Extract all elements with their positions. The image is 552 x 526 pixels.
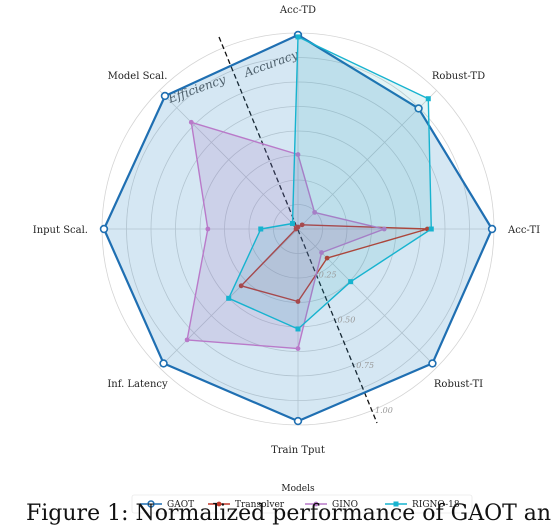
- grid-spoke: [159, 90, 299, 230]
- grid-spoke: [297, 90, 437, 230]
- data-point: [324, 255, 330, 261]
- legend-item: GAOT: [140, 500, 194, 510]
- data-point: [295, 34, 301, 40]
- series-rigno-18: [226, 34, 434, 332]
- axis-label: Train Tput: [271, 445, 325, 456]
- axis-label: Model Scal.: [108, 71, 168, 82]
- data-point: [160, 91, 170, 101]
- axis-label: Robust-TD: [432, 71, 485, 82]
- tick-label: 1.00: [375, 406, 393, 415]
- data-point: [238, 283, 244, 289]
- data-point: [289, 220, 295, 226]
- data-point: [293, 416, 303, 426]
- data-point: [295, 152, 301, 157]
- legend-label: GINO: [332, 500, 358, 510]
- axis-label: Robust-TI: [434, 379, 483, 390]
- data-point: [226, 295, 232, 301]
- legend-label: GAOT: [167, 500, 194, 510]
- legend-item: Transolver: [208, 500, 285, 510]
- data-point: [428, 226, 434, 232]
- data-point: [381, 226, 387, 232]
- data-point: [295, 326, 301, 332]
- data-point: [425, 96, 431, 102]
- data-point: [258, 226, 264, 232]
- legend-marker: [147, 500, 155, 508]
- legend-label: RIGNO-18: [412, 500, 460, 510]
- tick-labels: 0.25 0.50 0.75 1.00: [319, 270, 393, 415]
- data-point: [184, 337, 190, 343]
- axis-label: Inf. Latency: [107, 379, 168, 390]
- data-point: [487, 224, 497, 234]
- axis-labels: Acc-TD Robust-TD Acc-TI Robust-TI Train Tput…: [33, 5, 540, 456]
- data-point: [293, 226, 299, 232]
- data-point: [159, 359, 168, 368]
- axis-label: Input Scal.: [33, 225, 88, 236]
- data-point: [348, 279, 354, 285]
- data-point: [295, 346, 301, 351]
- legend-marker: [313, 501, 319, 507]
- legend: Models GAOT Transolver GINO RIGNO-18: [131, 484, 473, 514]
- legend-label: Transolver: [235, 500, 285, 510]
- data-point: [299, 222, 305, 228]
- tick-label: 0.25: [319, 270, 337, 279]
- figure-caption: Figure 1: Normalized performance of GAOT…: [26, 501, 552, 526]
- series-layer: [99, 30, 497, 426]
- legend-marker: [393, 501, 399, 507]
- data-point: [414, 104, 423, 113]
- legend-marker: [216, 501, 222, 507]
- legend-item: GINO: [305, 500, 358, 510]
- data-point: [205, 226, 211, 232]
- axis-label: Acc-TD: [279, 5, 316, 16]
- data-point: [319, 250, 324, 255]
- legend-title: Models: [281, 484, 315, 494]
- data-point: [99, 224, 109, 234]
- series-gino: [184, 119, 387, 351]
- data-point: [312, 209, 318, 215]
- tick-label: 0.50: [338, 316, 356, 325]
- tick-label: 0.75: [356, 361, 374, 370]
- data-point: [428, 359, 437, 368]
- data-point: [188, 119, 194, 125]
- data-point: [295, 299, 301, 304]
- legend-item: RIGNO-18: [385, 500, 460, 510]
- axis-label: Acc-TI: [507, 225, 540, 236]
- legend-frame: [131, 494, 473, 514]
